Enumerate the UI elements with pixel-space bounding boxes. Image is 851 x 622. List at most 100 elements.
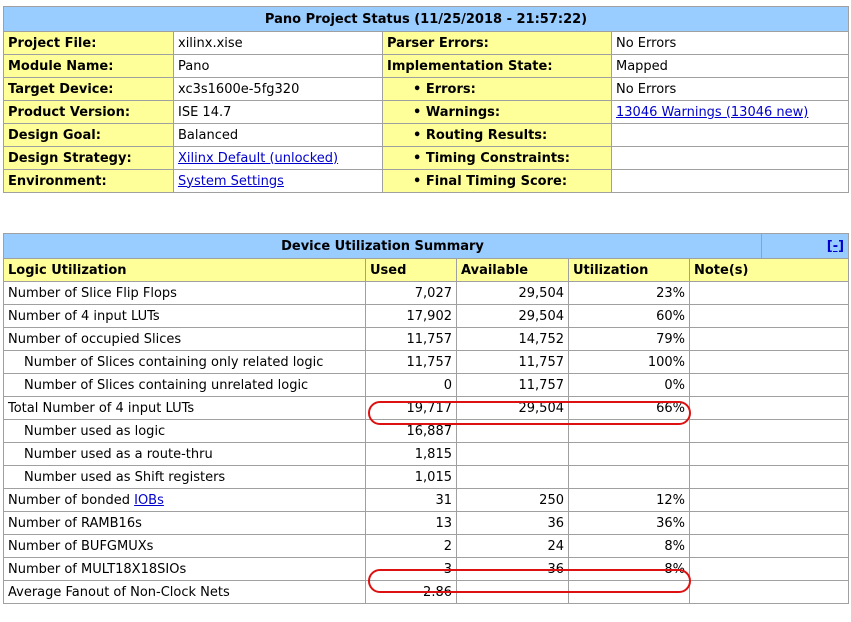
device-utilization-table: Device Utilization Summary [-] Logic Uti… <box>2 233 850 604</box>
used-value: 11,757 <box>365 350 457 374</box>
notes-value <box>688 534 850 558</box>
used-value: 0 <box>365 373 457 397</box>
environment-link[interactable]: System Settings <box>178 173 284 189</box>
row-label-prefix: Number of bonded <box>8 492 135 508</box>
available-value: 29,504 <box>456 304 569 328</box>
final-timing-score-value <box>610 169 850 193</box>
design-strategy-label: Design Strategy: <box>3 146 174 170</box>
used-value: 1,815 <box>365 442 457 466</box>
product-version-label: Product Version: <box>3 100 174 124</box>
used-value: 3 <box>365 557 457 581</box>
utilization-value <box>568 580 690 604</box>
table-row: Number of Slices containing only related… <box>3 350 850 374</box>
design-goal-label: Design Goal: <box>3 123 174 147</box>
errors-label: • Errors: <box>382 77 612 101</box>
table-row: Number of occupied Slices 11,757 14,752 … <box>3 327 850 351</box>
module-name-value: Pano <box>173 54 383 78</box>
status-row: Project File: xilinx.xise Parser Errors:… <box>3 31 850 55</box>
used-value: 16,887 <box>365 419 457 443</box>
row-label: Number of 4 input LUTs <box>3 304 366 328</box>
logic-utilization-header: Logic Utilization <box>3 258 366 282</box>
table-row: Number of BUFGMUXs 2 24 8% <box>3 534 850 558</box>
row-label: Total Number of 4 input LUTs <box>3 396 366 420</box>
notes-value <box>688 511 850 535</box>
target-device-value: xc3s1600e-5fg320 <box>173 77 383 101</box>
notes-value <box>688 373 850 397</box>
status-row: Target Device: xc3s1600e-5fg320 • Errors… <box>3 77 850 101</box>
implementation-state-label: Implementation State: <box>382 54 612 78</box>
design-strategy-link[interactable]: Xilinx Default (unlocked) <box>178 150 339 166</box>
notes-value <box>688 304 850 328</box>
utilization-header-row: Logic Utilization Used Available Utiliza… <box>3 258 850 282</box>
project-status-table: Pano Project Status (11/25/2018 - 21:57:… <box>2 6 850 193</box>
available-value <box>456 465 569 489</box>
table-row: Number of 4 input LUTs 17,902 29,504 60% <box>3 304 850 328</box>
available-value: 36 <box>456 511 569 535</box>
used-value: 13 <box>365 511 457 535</box>
utilization-value: 8% <box>568 534 690 558</box>
used-value: 31 <box>365 488 457 512</box>
implementation-state-value: Mapped <box>610 54 850 78</box>
routing-results-label: • Routing Results: <box>382 123 612 147</box>
notes-value <box>688 396 850 420</box>
table-row: Number of MULT18X18SIOs 3 36 8% <box>3 557 850 581</box>
warnings-link[interactable]: 13046 Warnings (13046 new) <box>616 104 809 120</box>
notes-header: Note(s) <box>688 258 850 282</box>
collapse-toggle-link[interactable]: [-] <box>826 238 845 254</box>
available-value: 24 <box>456 534 569 558</box>
product-version-value: ISE 14.7 <box>173 100 383 124</box>
table-row: Total Number of 4 input LUTs 19,717 29,5… <box>3 396 850 420</box>
used-value: 2.86 <box>365 580 457 604</box>
used-value: 19,717 <box>365 396 457 420</box>
final-timing-score-label: • Final Timing Score: <box>382 169 612 193</box>
available-value: 11,757 <box>456 373 569 397</box>
notes-value <box>688 327 850 351</box>
environment-label: Environment: <box>3 169 174 193</box>
table-row: Average Fanout of Non-Clock Nets 2.86 <box>3 580 850 604</box>
warnings-label: • Warnings: <box>382 100 612 124</box>
row-label: Average Fanout of Non-Clock Nets <box>3 580 366 604</box>
table-row: Number of Slice Flip Flops 7,027 29,504 … <box>3 281 850 305</box>
target-device-label: Target Device: <box>3 77 174 101</box>
project-file-value: xilinx.xise <box>173 31 383 55</box>
iobs-link[interactable]: IOBs <box>134 492 164 508</box>
project-file-label: Project File: <box>3 31 174 55</box>
row-label: Number of Slice Flip Flops <box>3 281 366 305</box>
timing-constraints-value <box>610 146 850 170</box>
warnings-cell: 13046 Warnings (13046 new) <box>610 100 850 124</box>
notes-value <box>688 350 850 374</box>
table-row: Number used as a route-thru 1,815 <box>3 442 850 466</box>
row-label: Number used as a route-thru <box>3 442 366 466</box>
table-row: Number used as logic 16,887 <box>3 419 850 443</box>
table-row: Number of Slices containing unrelated lo… <box>3 373 850 397</box>
status-row: Module Name: Pano Implementation State: … <box>3 54 850 78</box>
notes-value <box>688 419 850 443</box>
table-row: Number of RAMB16s 13 36 36% <box>3 511 850 535</box>
row-label: Number of bonded IOBs <box>3 488 366 512</box>
available-value: 29,504 <box>456 396 569 420</box>
environment-cell: System Settings <box>173 169 383 193</box>
utilization-value <box>568 442 690 466</box>
parser-errors-label: Parser Errors: <box>382 31 612 55</box>
row-label: Number of MULT18X18SIOs <box>3 557 366 581</box>
notes-value <box>688 281 850 305</box>
row-label: Number used as Shift registers <box>3 465 366 489</box>
status-row: Product Version: ISE 14.7 • Warnings: 13… <box>3 100 850 124</box>
module-name-label: Module Name: <box>3 54 174 78</box>
design-goal-value: Balanced <box>173 123 383 147</box>
utilization-value: 23% <box>568 281 690 305</box>
routing-results-value <box>610 123 850 147</box>
available-value <box>456 419 569 443</box>
errors-value: No Errors <box>610 77 850 101</box>
table-row: Number of bonded IOBs 31 250 12% <box>3 488 850 512</box>
available-header: Available <box>456 258 569 282</box>
row-label: Number of Slices containing unrelated lo… <box>3 373 366 397</box>
parser-errors-value: No Errors <box>610 31 850 55</box>
used-value: 11,757 <box>365 327 457 351</box>
row-label: Number of BUFGMUXs <box>3 534 366 558</box>
notes-value <box>688 580 850 604</box>
utilization-value <box>568 465 690 489</box>
utilization-value <box>568 419 690 443</box>
notes-value <box>688 442 850 466</box>
used-value: 7,027 <box>365 281 457 305</box>
